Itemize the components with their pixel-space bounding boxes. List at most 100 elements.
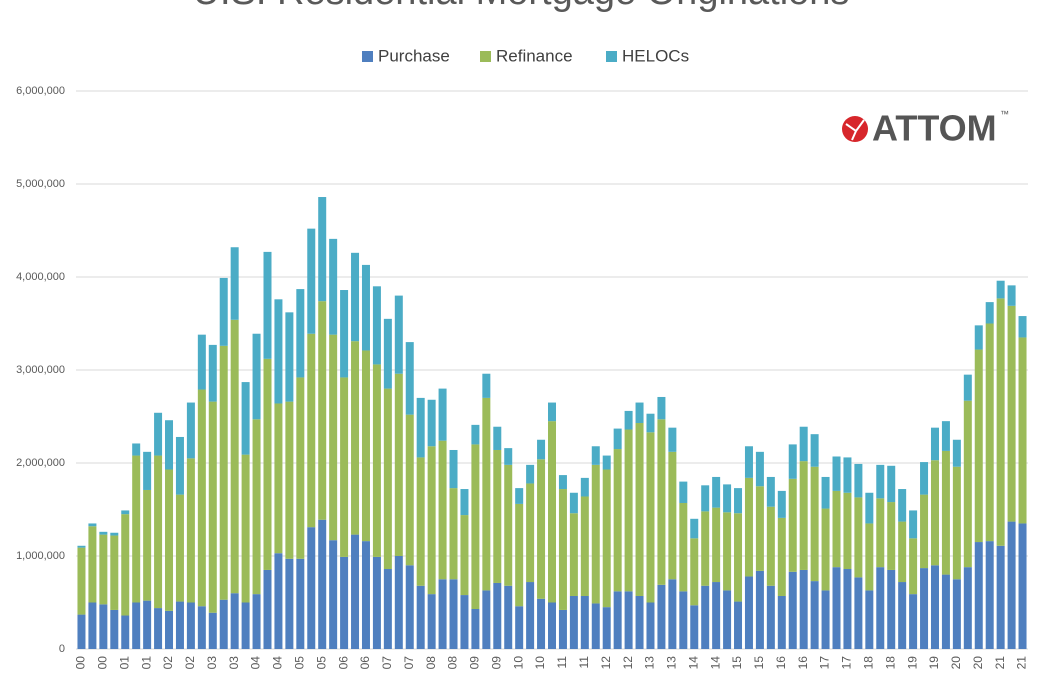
bar-segment <box>657 396 666 420</box>
bar-segment <box>230 593 239 649</box>
bar-segment <box>1018 337 1027 524</box>
bar-segment <box>580 595 589 649</box>
bar-segment <box>186 602 195 649</box>
logo-text: ATTOM <box>872 108 997 149</box>
bar-segment <box>318 197 327 302</box>
bar-segment <box>1018 316 1027 338</box>
bar-segment <box>121 615 130 649</box>
bar-segment <box>569 513 578 596</box>
bar-segment <box>471 444 480 610</box>
bar-segment <box>613 428 622 450</box>
x-tick-label: 20 <box>971 656 985 670</box>
x-tick-label: 19 <box>927 656 941 670</box>
bar-segment <box>504 448 513 465</box>
x-tick-label: 10 <box>511 656 525 670</box>
bar-segment <box>263 251 272 359</box>
bar-segment <box>405 565 414 649</box>
bar-segment <box>744 576 753 649</box>
bar-segment <box>99 534 108 605</box>
bar-segment <box>263 569 272 649</box>
bar-segment <box>274 553 283 649</box>
bar-segment <box>898 582 907 649</box>
bar-segment <box>416 457 425 586</box>
bar-segment <box>569 595 578 649</box>
legend-label: Purchase <box>378 46 450 65</box>
x-tick-label: 06 <box>336 656 350 670</box>
bar-segment <box>460 595 469 649</box>
bar-segment <box>843 492 852 570</box>
bar-segment <box>77 614 86 649</box>
bar-segment <box>646 602 655 649</box>
x-tick-label: 08 <box>446 656 460 670</box>
bar-segment <box>974 325 983 350</box>
bar-segment <box>88 602 97 649</box>
bar-segment <box>558 609 567 649</box>
bar-segment <box>963 567 972 649</box>
bar-segment <box>351 534 360 649</box>
bar-segment <box>701 485 710 512</box>
bar-segment <box>460 489 469 516</box>
bar-segment <box>274 403 283 554</box>
y-tick-label: 6,000,000 <box>16 85 65 97</box>
bar-segment <box>416 585 425 649</box>
bar-segment <box>668 427 677 452</box>
bar-segment <box>690 538 699 606</box>
legend-swatch <box>606 51 617 62</box>
x-tick-label: 12 <box>599 656 613 670</box>
bar-segment <box>558 489 567 610</box>
bar-segment <box>909 594 918 649</box>
bar-segment <box>876 498 885 568</box>
bar-segment <box>788 444 797 479</box>
bar-segment <box>996 280 1005 299</box>
x-tick-label: 02 <box>183 656 197 670</box>
bar-segment <box>887 465 896 503</box>
legend-label: Refinance <box>496 46 573 65</box>
bar-segment <box>186 458 195 603</box>
bar-segment <box>296 558 305 649</box>
bar-segment <box>766 476 775 507</box>
bar-segment <box>132 443 141 456</box>
bar-segment <box>329 540 338 649</box>
bar-segment <box>340 377 349 557</box>
bar-segment <box>657 584 666 649</box>
x-tick-label: 09 <box>489 656 503 670</box>
logo-trademark: ™ <box>1000 109 1009 119</box>
bar-segment <box>799 461 808 570</box>
bar-segment <box>810 581 819 649</box>
bar-segment <box>668 451 677 580</box>
bar-segment <box>832 490 841 568</box>
bar-segment <box>602 469 611 608</box>
chart-title: U.S. Residential Mortgage Originations <box>193 0 850 13</box>
bar-segment <box>537 598 546 649</box>
bar-segment <box>821 590 830 649</box>
x-tick-label: 04 <box>249 656 263 670</box>
x-tick-label: 10 <box>533 656 547 670</box>
logo: ATTOM ™ <box>842 108 1009 149</box>
bar-segment <box>252 594 261 649</box>
bar-segment <box>165 469 174 611</box>
bar-segment <box>186 402 195 459</box>
bar-segment <box>624 410 633 430</box>
bar-segment <box>394 295 403 374</box>
x-tick-label: 17 <box>840 656 854 670</box>
bar-segment <box>88 523 97 527</box>
bar-segment <box>504 464 513 586</box>
bar-segment <box>1007 285 1016 306</box>
bar-segment <box>865 590 874 649</box>
bar-segment <box>449 579 458 649</box>
bar-segment <box>526 464 535 484</box>
bar-segment <box>734 601 743 649</box>
bar-segment <box>252 419 261 595</box>
bar-segment <box>974 349 983 543</box>
bar-segment <box>482 590 491 649</box>
bar-segment <box>635 423 644 596</box>
bar-segment <box>361 541 370 649</box>
bar-segment <box>471 424 480 445</box>
bar-segment <box>208 612 217 649</box>
bar-segment <box>679 481 688 503</box>
bar-segment <box>351 341 360 535</box>
bar-segment <box>996 545 1005 649</box>
bar-segment <box>996 298 1005 546</box>
x-tick-label: 11 <box>555 656 569 669</box>
bar-segment <box>241 454 250 603</box>
